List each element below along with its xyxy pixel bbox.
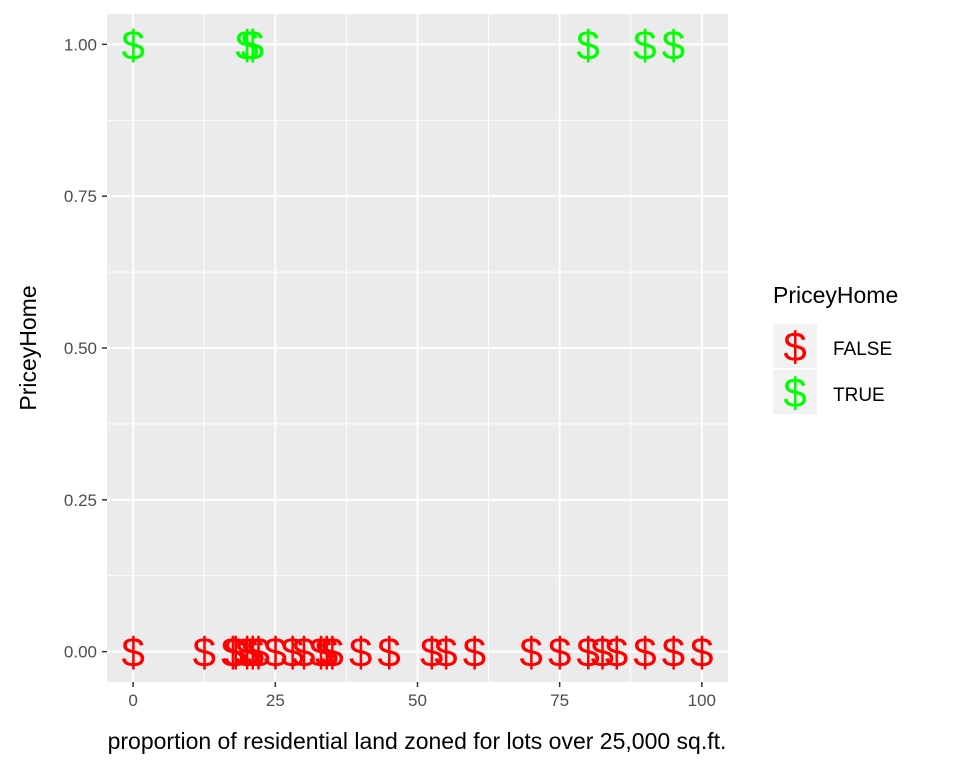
legend-label-true: TRUE: [833, 385, 885, 406]
legend: PriceyHome $ FALSE $ TRUE: [773, 282, 898, 416]
data-point-false: $: [315, 629, 338, 676]
data-point-false: $: [121, 629, 144, 676]
data-point-true: $: [241, 21, 264, 68]
y-tick-label: 0.25: [64, 491, 97, 510]
data-point-true: $: [662, 21, 685, 68]
data-point-false: $: [235, 629, 258, 676]
data-point-false: $: [193, 629, 216, 676]
data-point-false: $: [292, 629, 315, 676]
data-point-false: $: [520, 629, 543, 676]
grid-major: [107, 14, 728, 682]
y-axis-title: PriceyHome: [15, 285, 41, 410]
data-point-false: $: [349, 629, 372, 676]
legend-key-symbol: $: [783, 323, 806, 370]
data-point-true: $: [576, 21, 599, 68]
legend-title: PriceyHome: [773, 282, 898, 308]
legend-key-background: [773, 370, 817, 414]
data-point-false: $: [321, 629, 344, 676]
y-tick-label: 0.00: [64, 643, 97, 662]
data-point-false: $: [241, 629, 264, 676]
data-point-false: $: [420, 629, 443, 676]
x-tick-label: 50: [408, 691, 427, 710]
data-point-false: $: [264, 629, 287, 676]
data-point-false: $: [463, 629, 486, 676]
data-point-false: $: [309, 629, 332, 676]
data-point-false: $: [377, 629, 400, 676]
data-point-true: $: [121, 21, 144, 68]
legend-label-false: FALSE: [833, 339, 892, 360]
y-tick-label: 0.75: [64, 187, 97, 206]
data-point-false: $: [281, 629, 304, 676]
data-point-false: $: [576, 629, 599, 676]
data-points: $ $ $$$$$$$$$$$ $ $ $$ $ $ $ $$$ $ $ $$ $$ $ $ $: [121, 21, 713, 675]
legend-key-background: [773, 324, 817, 368]
x-tick-label: 0: [128, 691, 137, 710]
data-point-false: $: [605, 629, 628, 676]
data-point-false: $: [548, 629, 571, 676]
data-point-false: $: [247, 629, 270, 676]
data-point-false: $: [633, 629, 656, 676]
data-point-true: $: [633, 21, 656, 68]
data-point-false: $: [221, 629, 244, 676]
x-tick-label: 100: [688, 691, 716, 710]
y-axis: 0.00 0.25 0.50 0.75 1.00: [64, 35, 107, 662]
data-point-false: $: [224, 629, 247, 676]
y-tick-label: 0.50: [64, 339, 97, 358]
x-tick-label: 25: [266, 691, 285, 710]
data-point-false: $: [662, 629, 685, 676]
data-point-false: $: [690, 629, 713, 676]
x-axis: 0 25 50 75 100: [128, 682, 716, 710]
data-point-false: $: [434, 629, 457, 676]
y-tick-label: 1.00: [64, 35, 97, 54]
data-point-false: $: [591, 629, 614, 676]
x-tick-label: 75: [550, 691, 569, 710]
data-point-true: $: [235, 21, 258, 68]
x-axis-title: proportion of residential land zoned for…: [108, 728, 727, 754]
legend-key-symbol: $: [783, 369, 806, 416]
